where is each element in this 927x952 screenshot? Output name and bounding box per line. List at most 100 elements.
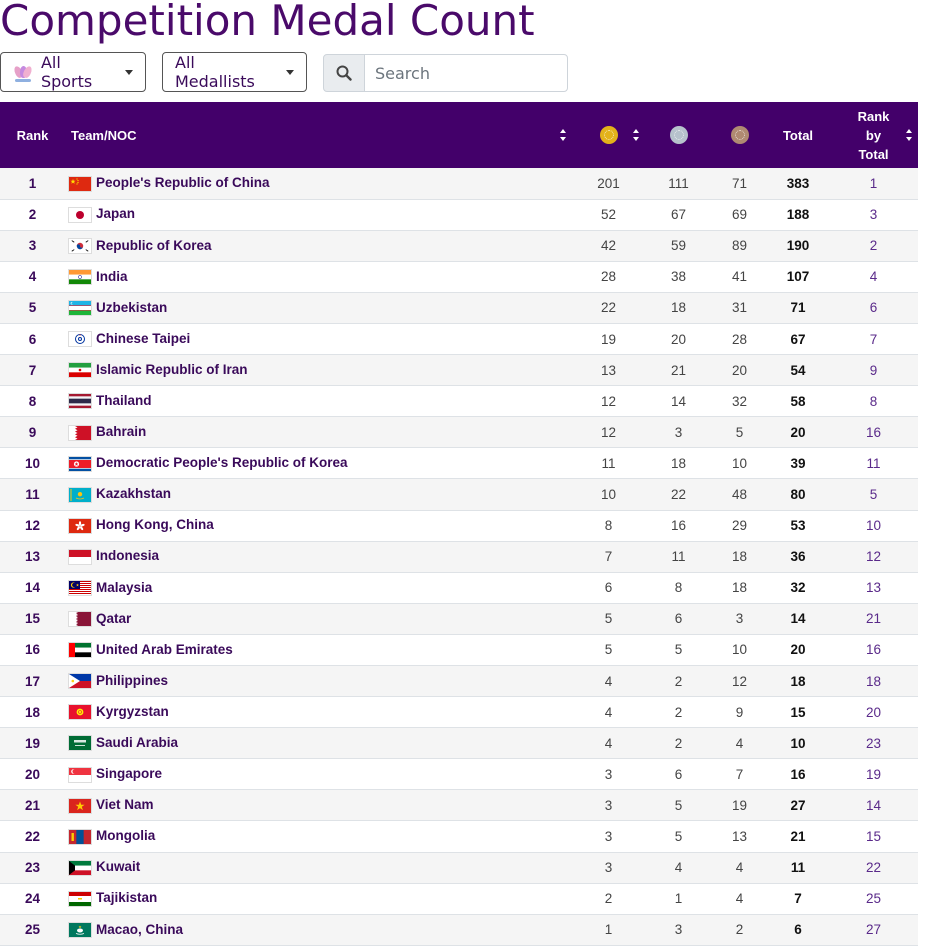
- table-row[interactable]: 5 Uzbekistan 22 18 31 71 6: [0, 292, 918, 324]
- table-row[interactable]: 25 Macao, China 1 3 2 6 27: [0, 914, 918, 946]
- team-name[interactable]: Indonesia: [96, 548, 160, 564]
- team-name[interactable]: India: [96, 268, 128, 284]
- search-group: [323, 54, 568, 92]
- table-row[interactable]: 11 Kazakhstan 10 22 48 80 5: [0, 478, 918, 511]
- team-cell[interactable]: Singapore: [65, 759, 572, 790]
- team-name[interactable]: Viet Nam: [96, 797, 154, 813]
- table-row[interactable]: 18 Kyrgyzstan 4 2 9 15 20: [0, 696, 918, 728]
- team-cell[interactable]: Kazakhstan: [65, 479, 572, 510]
- gold-header[interactable]: [572, 102, 645, 168]
- silver-count: 5: [674, 829, 683, 845]
- team-cell[interactable]: Democratic People's Republic of Korea: [65, 448, 572, 479]
- total-header[interactable]: Total: [782, 127, 814, 143]
- team-cell[interactable]: Viet Nam: [65, 790, 572, 821]
- team-cell[interactable]: Mongolia: [65, 821, 572, 852]
- all-sports-dropdown[interactable]: All Sports: [0, 52, 146, 92]
- table-row[interactable]: 16 United Arab Emirates 5 5 10 20 16: [0, 634, 918, 666]
- team-cell[interactable]: Islamic Republic of Iran: [65, 355, 572, 386]
- team-name[interactable]: People's Republic of China: [96, 175, 270, 191]
- rank-by-total-cell: 4: [869, 269, 878, 285]
- search-input[interactable]: [364, 54, 568, 92]
- team-name[interactable]: Bahrain: [96, 424, 147, 440]
- team-cell[interactable]: Chinese Taipei: [65, 323, 572, 354]
- rank-by-total-cell: 3: [869, 207, 878, 223]
- total-count: 15: [790, 704, 806, 720]
- team-cell[interactable]: People's Republic of China: [65, 168, 572, 199]
- team-cell[interactable]: Republic of Korea: [65, 230, 572, 261]
- china-flag-icon: [68, 175, 92, 192]
- qatar-flag-icon: [68, 611, 92, 628]
- table-row[interactable]: 6 Chinese Taipei 19 20 28 67 7: [0, 323, 918, 355]
- team-name[interactable]: Malaysia: [96, 579, 153, 595]
- rank-by-total-header[interactable]: Rank by Total: [829, 102, 918, 168]
- search-button[interactable]: [323, 54, 365, 92]
- team-cell[interactable]: Uzbekistan: [65, 292, 572, 323]
- bronze-count: 13: [731, 829, 748, 845]
- table-row[interactable]: 14 Malaysia 6 8 18 32 13: [0, 572, 918, 604]
- team-name[interactable]: Chinese Taipei: [96, 330, 191, 346]
- all-medallists-dropdown[interactable]: All Medallists: [162, 52, 307, 92]
- team-cell[interactable]: Philippines: [65, 666, 572, 697]
- table-row[interactable]: 7 Islamic Republic of Iran 13 21 20 54 9: [0, 354, 918, 386]
- table-row[interactable]: 23 Kuwait 3 4 4 11 22: [0, 852, 918, 884]
- team-name[interactable]: Tajikistan: [96, 890, 158, 906]
- team-name[interactable]: Singapore: [96, 766, 163, 782]
- team-cell[interactable]: Malaysia: [65, 572, 572, 603]
- team-cell[interactable]: Indonesia: [65, 541, 572, 572]
- table-row[interactable]: 2 Japan 52 67 69 188 3: [0, 199, 918, 231]
- team-cell[interactable]: Japan: [65, 199, 572, 230]
- team-name[interactable]: Qatar: [96, 610, 132, 626]
- bronze-header[interactable]: [712, 102, 767, 168]
- table-row[interactable]: 24 Tajikistan 2 1 4 7 25: [0, 883, 918, 915]
- table-row[interactable]: 9 Bahrain 12 3 5 20 16: [0, 416, 918, 448]
- table-row[interactable]: 21 Viet Nam 3 5 19 27 14: [0, 789, 918, 821]
- team-cell[interactable]: Kyrgyzstan: [65, 697, 572, 728]
- team-name[interactable]: Republic of Korea: [96, 237, 212, 253]
- india-flag-icon: [68, 269, 92, 286]
- team-name[interactable]: United Arab Emirates: [96, 641, 233, 657]
- team-name[interactable]: Kuwait: [96, 859, 141, 875]
- team-name[interactable]: Saudi Arabia: [96, 735, 179, 751]
- team-name[interactable]: Democratic People's Republic of Korea: [96, 455, 348, 471]
- team-name[interactable]: Kyrgyzstan: [96, 703, 169, 719]
- iran-flag-icon: [68, 362, 92, 379]
- table-row[interactable]: 3 Republic of Korea 42 59 89 190 2: [0, 230, 918, 262]
- team-name[interactable]: Kazakhstan: [96, 486, 172, 502]
- team-cell[interactable]: Qatar: [65, 603, 572, 634]
- team-name[interactable]: Uzbekistan: [96, 299, 168, 315]
- table-row[interactable]: 4 India 28 38 41 107 4: [0, 261, 918, 293]
- table-row[interactable]: 10 Democratic People's Republic of Korea…: [0, 447, 918, 479]
- team-cell[interactable]: United Arab Emirates: [65, 634, 572, 665]
- table-row[interactable]: 20 Singapore 3 6 7 16 19: [0, 758, 918, 790]
- table-row[interactable]: 17 Philippines 4 2 12 18 18: [0, 665, 918, 697]
- team-cell[interactable]: Macao, China: [65, 914, 572, 945]
- japan-flag-icon: [68, 206, 92, 223]
- team-name[interactable]: Thailand: [96, 392, 152, 408]
- rank-cell: 13: [24, 549, 41, 565]
- team-header[interactable]: Team/NOC: [65, 102, 572, 168]
- team-name[interactable]: Mongolia: [96, 828, 156, 844]
- team-name[interactable]: Philippines: [96, 672, 169, 688]
- rank-by-total-cell: 9: [869, 362, 878, 378]
- table-row[interactable]: 12 Hong Kong, China 8 16 29 53 10: [0, 510, 918, 542]
- rank-header[interactable]: Rank: [16, 127, 49, 143]
- team-cell[interactable]: Tajikistan: [65, 883, 572, 914]
- silver-header[interactable]: [645, 102, 712, 168]
- team-cell[interactable]: Bahrain: [65, 417, 572, 448]
- table-row[interactable]: 19 Saudi Arabia 4 2 4 10 23: [0, 727, 918, 759]
- team-name[interactable]: Islamic Republic of Iran: [96, 361, 248, 377]
- table-row[interactable]: 13 Indonesia 7 11 18 36 12: [0, 541, 918, 573]
- team-cell[interactable]: India: [65, 261, 572, 292]
- team-name[interactable]: Japan: [96, 206, 136, 222]
- team-cell[interactable]: Kuwait: [65, 852, 572, 883]
- team-name[interactable]: Hong Kong, China: [96, 517, 214, 533]
- table-row[interactable]: 8 Thailand 12 14 32 58 8: [0, 385, 918, 417]
- team-cell[interactable]: Thailand: [65, 386, 572, 417]
- table-row[interactable]: 22 Mongolia 3 5 13 21 15: [0, 820, 918, 853]
- team-cell[interactable]: Saudi Arabia: [65, 728, 572, 759]
- team-name[interactable]: Macao, China: [96, 921, 184, 937]
- team-cell[interactable]: Hong Kong, China: [65, 510, 572, 541]
- gold-count: 52: [600, 207, 617, 223]
- table-row[interactable]: 15 Qatar 5 6 3 14 21: [0, 603, 918, 635]
- table-row[interactable]: 1 People's Republic of China 201 111 71 …: [0, 168, 918, 200]
